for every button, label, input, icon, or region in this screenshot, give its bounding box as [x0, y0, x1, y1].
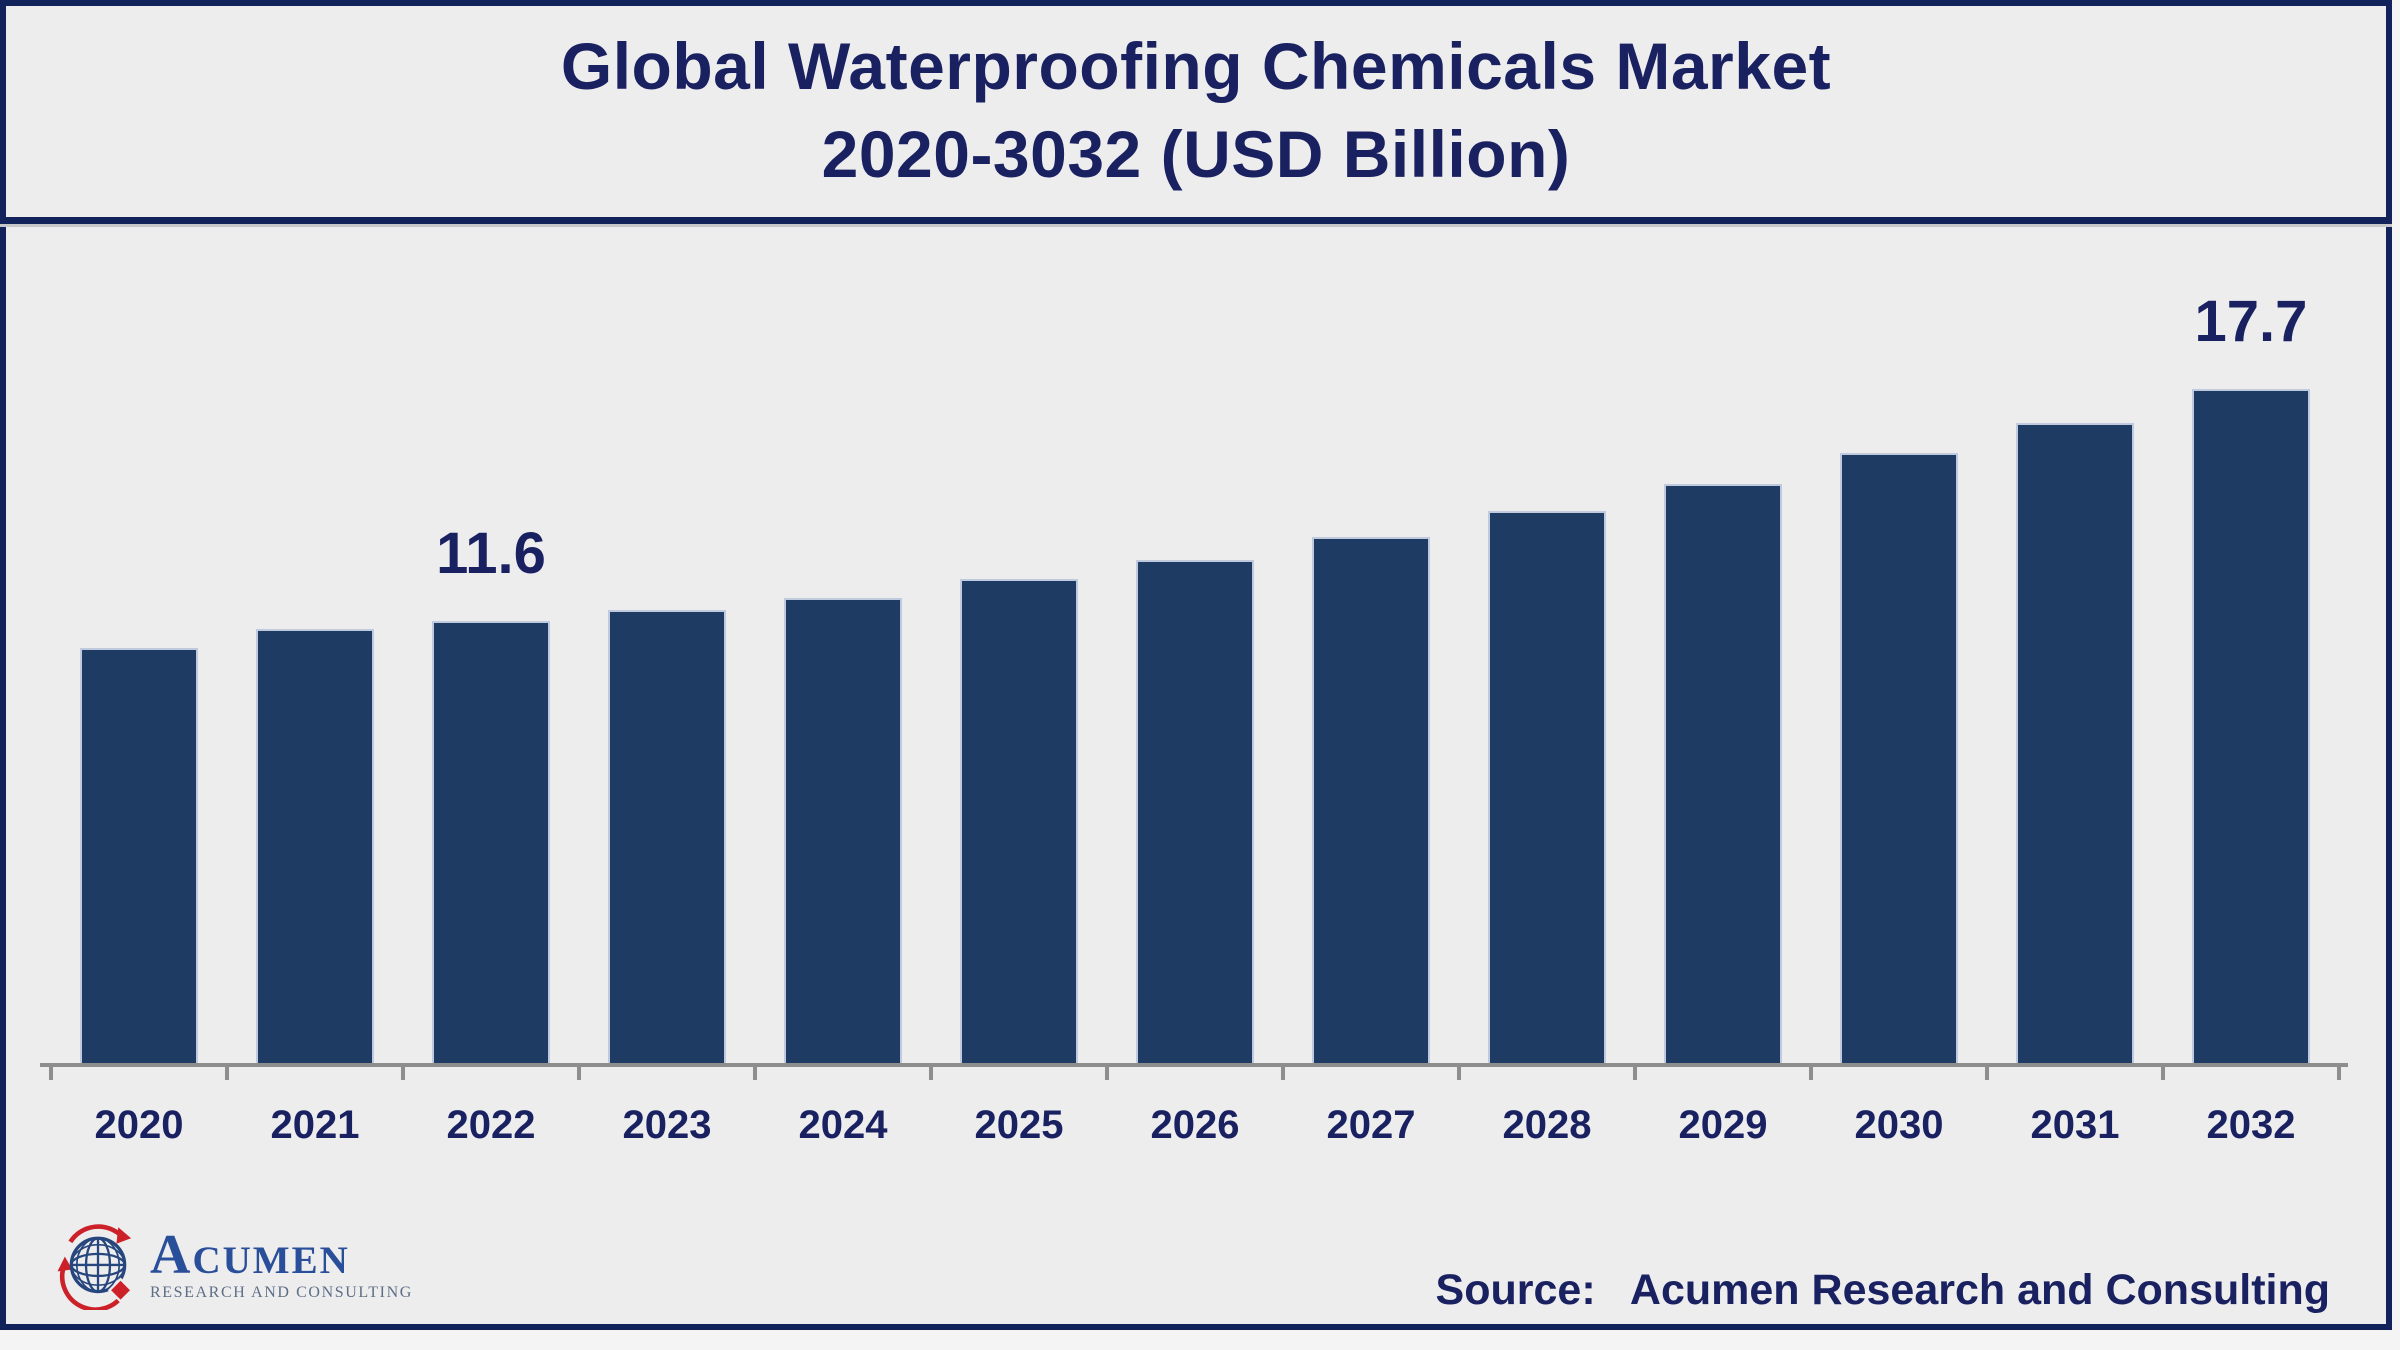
- x-tick-label-2027: 2027: [1326, 1103, 1416, 1147]
- axis-tick: [49, 1067, 53, 1080]
- axis-tick: [753, 1067, 757, 1080]
- chart-title-line2: 2020-3032 (USD Billion): [821, 117, 1571, 191]
- logo-tagline: RESEARCH AND CONSULTING: [150, 1284, 413, 1301]
- bar-2026: [1136, 560, 1254, 1063]
- x-tick-label-2029: 2029: [1678, 1103, 1768, 1147]
- bar-2024: [784, 598, 902, 1063]
- x-tick-label-2032: 2032: [2206, 1103, 2296, 1147]
- axis-ticks: [49, 1067, 2341, 1081]
- x-tick-label-2030: 2030: [1854, 1103, 1944, 1147]
- x-axis-labels: 2020 2021 2022 2023 2024 2025 2026 2027 2028 2029…: [51, 1103, 2339, 1153]
- axis-tick: [2337, 1067, 2341, 1080]
- acumen-logo: Acumen RESEARCH AND CONSULTING: [52, 1218, 413, 1310]
- x-tick-label-2022: 2022: [446, 1103, 536, 1147]
- source-prefix: Source:: [1435, 1266, 1596, 1314]
- source-attribution: Source: Acumen Research and Consulting: [1436, 1266, 2330, 1315]
- bar-2021: [256, 629, 374, 1063]
- x-tick-label-2031: 2031: [2030, 1103, 2120, 1147]
- plot-area: 11.6 17.7: [51, 240, 2339, 1063]
- bar-2025: [960, 579, 1078, 1063]
- logo-brand: Acumen: [150, 1224, 350, 1286]
- bar-2023: [608, 610, 726, 1063]
- bar-2022: [432, 621, 550, 1063]
- bar-2031: [2016, 423, 2134, 1063]
- value-label-2032: 17.7: [2194, 289, 2308, 354]
- title-separator: [0, 217, 2392, 224]
- logo-text: Acumen RESEARCH AND CONSULTING: [150, 1227, 413, 1301]
- axis-tick: [2161, 1067, 2165, 1080]
- axis-tick: [1633, 1067, 1637, 1080]
- chart-title-line1: Global Waterproofing Chemicals Market: [560, 29, 1832, 103]
- axis-tick: [929, 1067, 933, 1080]
- x-tick-label-2025: 2025: [974, 1103, 1064, 1147]
- chart-title: Global Waterproofing Chemicals Market 20…: [0, 22, 2392, 198]
- x-tick-label-2024: 2024: [798, 1103, 888, 1147]
- bar-2028: [1488, 511, 1606, 1063]
- bar-2032: [2192, 389, 2310, 1063]
- bar-2020: [80, 648, 198, 1063]
- axis-tick: [1985, 1067, 1989, 1080]
- axis-tick: [1457, 1067, 1461, 1080]
- axis-tick: [225, 1067, 229, 1080]
- x-tick-label-2020: 2020: [94, 1103, 184, 1147]
- axis-tick: [1281, 1067, 1285, 1080]
- x-tick-label-2028: 2028: [1502, 1103, 1592, 1147]
- axis-tick: [577, 1067, 581, 1080]
- x-tick-label-2021: 2021: [270, 1103, 360, 1147]
- axis-tick: [1105, 1067, 1109, 1080]
- source-text: Acumen Research and Consulting: [1629, 1266, 2330, 1314]
- bar-2030: [1840, 453, 1958, 1063]
- x-tick-label-2026: 2026: [1150, 1103, 1240, 1147]
- globe-icon: [57, 1224, 134, 1310]
- axis-tick: [1809, 1067, 1813, 1080]
- x-tick-label-2023: 2023: [622, 1103, 712, 1147]
- title-separator-shadow: [0, 224, 2392, 227]
- x-axis-line: [40, 1063, 2348, 1067]
- bar-2029: [1664, 484, 1782, 1063]
- value-label-2022: 11.6: [436, 521, 546, 586]
- bar-2027: [1312, 537, 1430, 1063]
- axis-tick: [401, 1067, 405, 1080]
